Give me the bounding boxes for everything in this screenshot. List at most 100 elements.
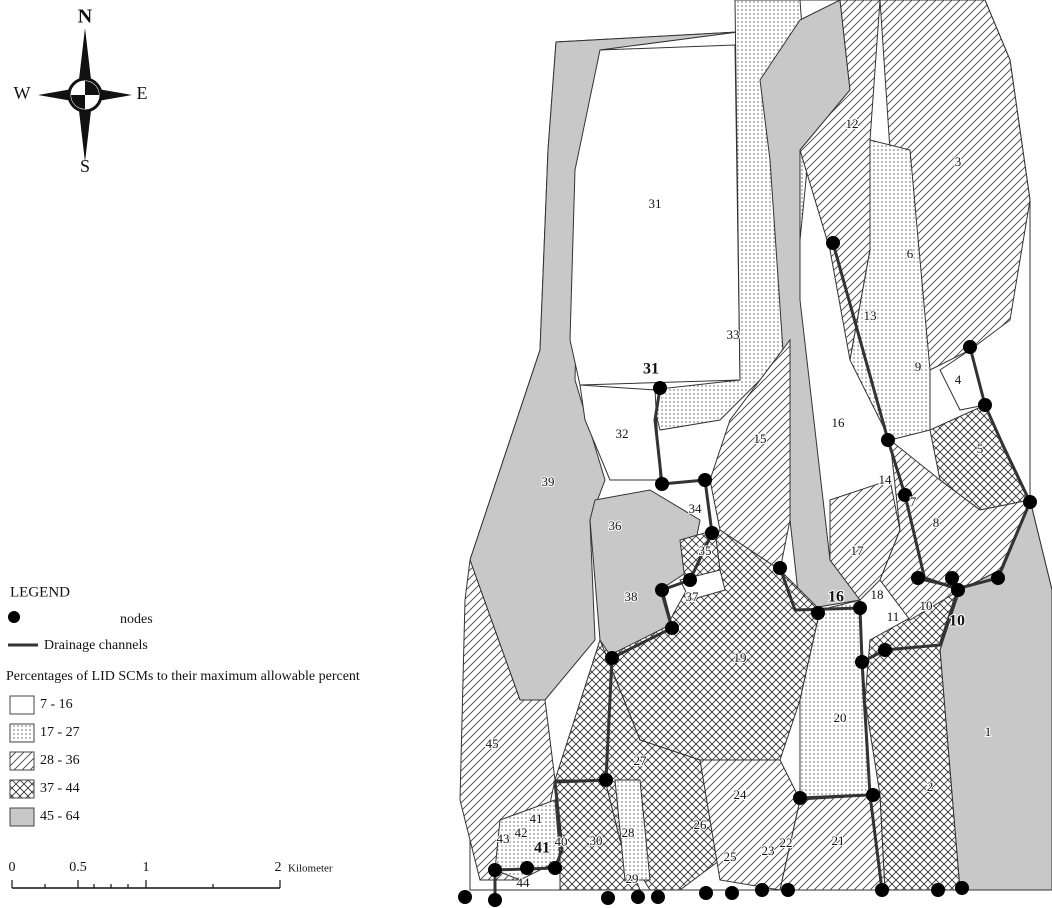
- subcatchment-label: 3: [955, 154, 962, 169]
- legend: LEGEND nodes Drainage channels Percentag…: [6, 584, 360, 827]
- node-label: 41: [534, 840, 550, 857]
- node: [605, 651, 619, 665]
- node: [699, 886, 713, 900]
- legend-subtitle: Percentages of LID SCMs to their maximum…: [6, 669, 360, 684]
- node: [548, 861, 562, 875]
- node: [911, 571, 925, 585]
- subcatchment-label: 32: [616, 426, 629, 441]
- subcatchment-label: 36: [609, 518, 623, 533]
- legend-channels: Drainage channels: [44, 638, 148, 653]
- subcatchment-label: 45: [486, 736, 499, 751]
- node: [488, 863, 502, 877]
- subcatchment-labels: 1234567891011121314151617181920212223242…: [485, 115, 993, 891]
- node: [793, 791, 807, 805]
- node: [781, 883, 795, 897]
- subcatchment-polygons: [459, 0, 1052, 891]
- compass-west: W: [14, 83, 31, 103]
- node: [655, 583, 669, 597]
- subcatchment-label: 26: [694, 817, 708, 832]
- node: [955, 881, 969, 895]
- subcatchment-label: 37: [686, 589, 700, 604]
- node: [875, 883, 889, 897]
- legend-node-symbol: [8, 611, 20, 623]
- subcatchment-label: 24: [734, 787, 748, 802]
- node: [683, 573, 697, 587]
- node: [826, 236, 840, 250]
- subcatchment-label: 35: [699, 543, 712, 558]
- node: [855, 655, 869, 669]
- drainage-channel: [831, 242, 1032, 590]
- node: [1023, 495, 1037, 509]
- subcatchment-label: 4: [955, 372, 962, 387]
- subcatchment-label: 28: [622, 825, 635, 840]
- subcatchment-label: 16: [832, 415, 846, 430]
- node: [945, 571, 959, 585]
- legend-title: LEGEND: [10, 584, 70, 600]
- subcatchment-label: 18: [871, 587, 884, 602]
- scale-tick-label: 0: [9, 860, 16, 875]
- node: [631, 890, 645, 904]
- subcatchment-label: 2: [927, 779, 934, 794]
- node: [655, 477, 669, 491]
- node: [698, 473, 712, 487]
- subcatchment-label: 39: [542, 474, 555, 489]
- subcatchment-label: 23: [762, 843, 775, 858]
- legend-class: 45 - 64: [40, 809, 80, 824]
- legend-classes: 7 - 16 17 - 27 28 - 36 37 - 44 45 - 64: [9, 695, 80, 827]
- subcatchment: [569, 44, 741, 386]
- node: [811, 606, 825, 620]
- subcatchment-label: 27: [634, 753, 648, 768]
- subcatchment-label: 19: [734, 650, 747, 665]
- compass-north: N: [78, 6, 93, 28]
- node: [898, 488, 912, 502]
- subcatchment-label: 38: [625, 589, 638, 604]
- node: [665, 621, 679, 635]
- compass: [38, 28, 132, 162]
- subcatchment-label: 14: [879, 472, 893, 487]
- node-label: 31: [643, 361, 659, 378]
- subcatchment-label: 29: [626, 871, 639, 886]
- node: [878, 643, 892, 657]
- subcatchment-label: 17: [851, 543, 865, 558]
- scale-tick-label: 1: [143, 860, 150, 875]
- subcatchment-label: 9: [915, 359, 922, 374]
- subcatchment-label: 15: [754, 431, 767, 446]
- subcatchment: [864, 588, 961, 891]
- node: [599, 773, 613, 787]
- subcatchment-label: 11: [887, 609, 900, 624]
- subcatchment-label: 5: [977, 441, 984, 456]
- node: [853, 601, 867, 615]
- subcatchment-label: 41: [530, 811, 543, 826]
- subcatchment: [589, 489, 701, 656]
- node: [601, 891, 615, 905]
- subcatchment: [849, 139, 931, 441]
- legend-swatch: [9, 779, 35, 799]
- scale-unit: Kilometer: [288, 863, 333, 875]
- node: [991, 571, 1005, 585]
- node: [881, 433, 895, 447]
- subcatchment-label: 34: [689, 501, 703, 516]
- subcatchment-label: 6: [907, 246, 914, 261]
- node: [951, 583, 965, 597]
- compass-south: S: [80, 156, 90, 176]
- subcatchment-label: 30: [590, 833, 603, 848]
- subcatchment-label: 31: [649, 196, 662, 211]
- subcatchment-label: 13: [864, 308, 877, 323]
- node: [755, 883, 769, 897]
- legend-class: 28 - 36: [40, 753, 80, 768]
- legend-class: 7 - 16: [40, 697, 73, 712]
- node: [773, 561, 787, 575]
- node-label: 16: [828, 589, 844, 606]
- node: [978, 398, 992, 412]
- node: [705, 526, 719, 540]
- subcatchment-label: 22: [780, 835, 793, 850]
- subcatchment-label: 1: [985, 724, 992, 739]
- node: [725, 886, 739, 900]
- legend-swatch: [9, 695, 35, 715]
- node-label: 10: [949, 613, 965, 630]
- node: [963, 340, 977, 354]
- legend-nodes: nodes: [120, 612, 153, 627]
- subcatchment-label: 42: [515, 825, 528, 840]
- scale-bar: 0 0.5 1 2 Kilometer: [9, 860, 333, 889]
